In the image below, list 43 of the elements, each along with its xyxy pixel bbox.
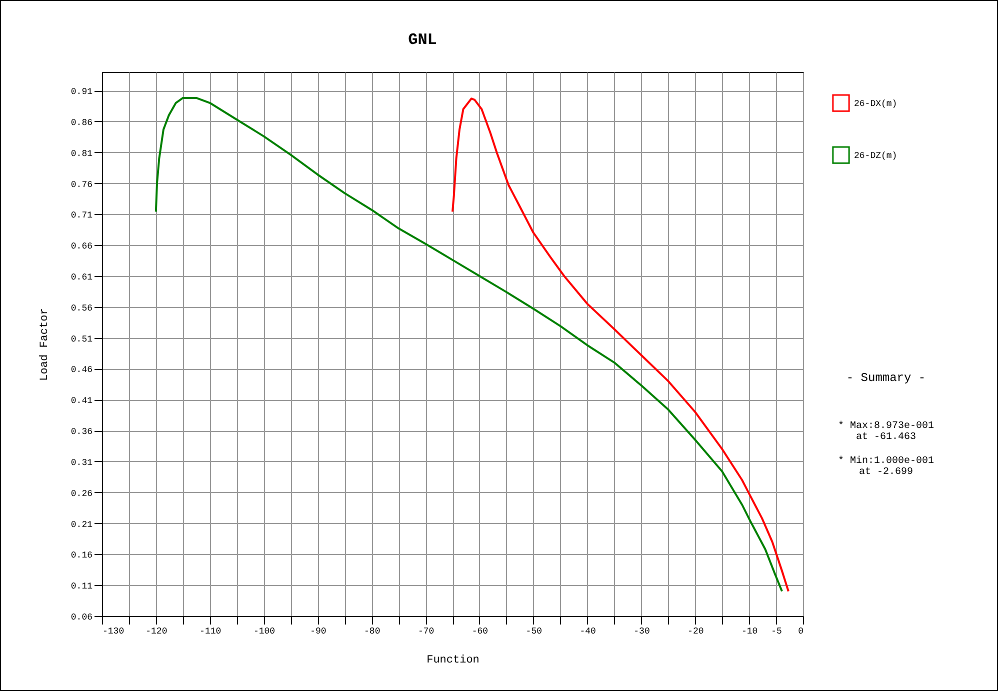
- y-tick-label: 0.91: [70, 87, 92, 98]
- y-tick-label: 0.66: [70, 242, 92, 252]
- x-tick-label: -80: [364, 626, 380, 636]
- y-tick-label: 0.86: [70, 118, 92, 128]
- y-tick-label: 0.81: [70, 148, 92, 159]
- x-tick-label: -70: [418, 626, 434, 636]
- x-tick-label: -60: [472, 626, 488, 636]
- y-tick-label: 0.51: [70, 334, 92, 344]
- y-tick-label: 0.41: [70, 396, 92, 406]
- line-series: [154, 96, 783, 592]
- y-tick-label: 0.11: [70, 582, 92, 592]
- y-tick-label: 0.06: [70, 612, 92, 622]
- y-tick-label: 0.16: [70, 550, 92, 561]
- x-tick-label: -20: [688, 626, 704, 636]
- x-tick-label: -110: [200, 626, 222, 636]
- chart-title: GNL: [408, 31, 437, 49]
- text: * Max:8.973e-001 at -61.463: [836, 421, 935, 443]
- y-tick-label: 0.46: [70, 365, 92, 376]
- x-tick-label: -100: [253, 626, 276, 636]
- y-tick-label: 0.21: [70, 520, 92, 530]
- x-tick-label: -50: [526, 626, 542, 636]
- x-tick-label: -90: [310, 626, 326, 636]
- x-tick-label: -40: [580, 626, 596, 636]
- y-tick-label: 0.36: [70, 427, 92, 438]
- y-tick-label: 0.31: [70, 458, 92, 468]
- y-axis-title: Load Factor: [38, 308, 51, 381]
- y-tick-label: 0.76: [70, 180, 92, 190]
- x-tick-label: -130: [102, 626, 124, 636]
- x-axis-title: Function: [426, 654, 480, 666]
- line-series: [452, 98, 790, 592]
- x-tick-label: -30: [634, 626, 650, 636]
- y-tick-label: 0.61: [70, 272, 92, 282]
- y-tick-label: 0.26: [70, 488, 92, 499]
- x-tick-label: 0: [798, 626, 804, 636]
- legend-label: 26-DX(m): [854, 99, 898, 109]
- y-tick-label: 0.56: [70, 303, 92, 314]
- x-tick-label: -10: [741, 626, 758, 636]
- y-tick-label: 0.71: [70, 210, 92, 221]
- x-tick-label: -5: [771, 626, 782, 636]
- x-tick-label: -120: [146, 626, 168, 636]
- text: * Min:1.000e-001 at -2.699: [836, 456, 935, 478]
- legend-label: 26-DZ(m): [854, 151, 898, 161]
- text: - Summary -: [845, 371, 927, 385]
